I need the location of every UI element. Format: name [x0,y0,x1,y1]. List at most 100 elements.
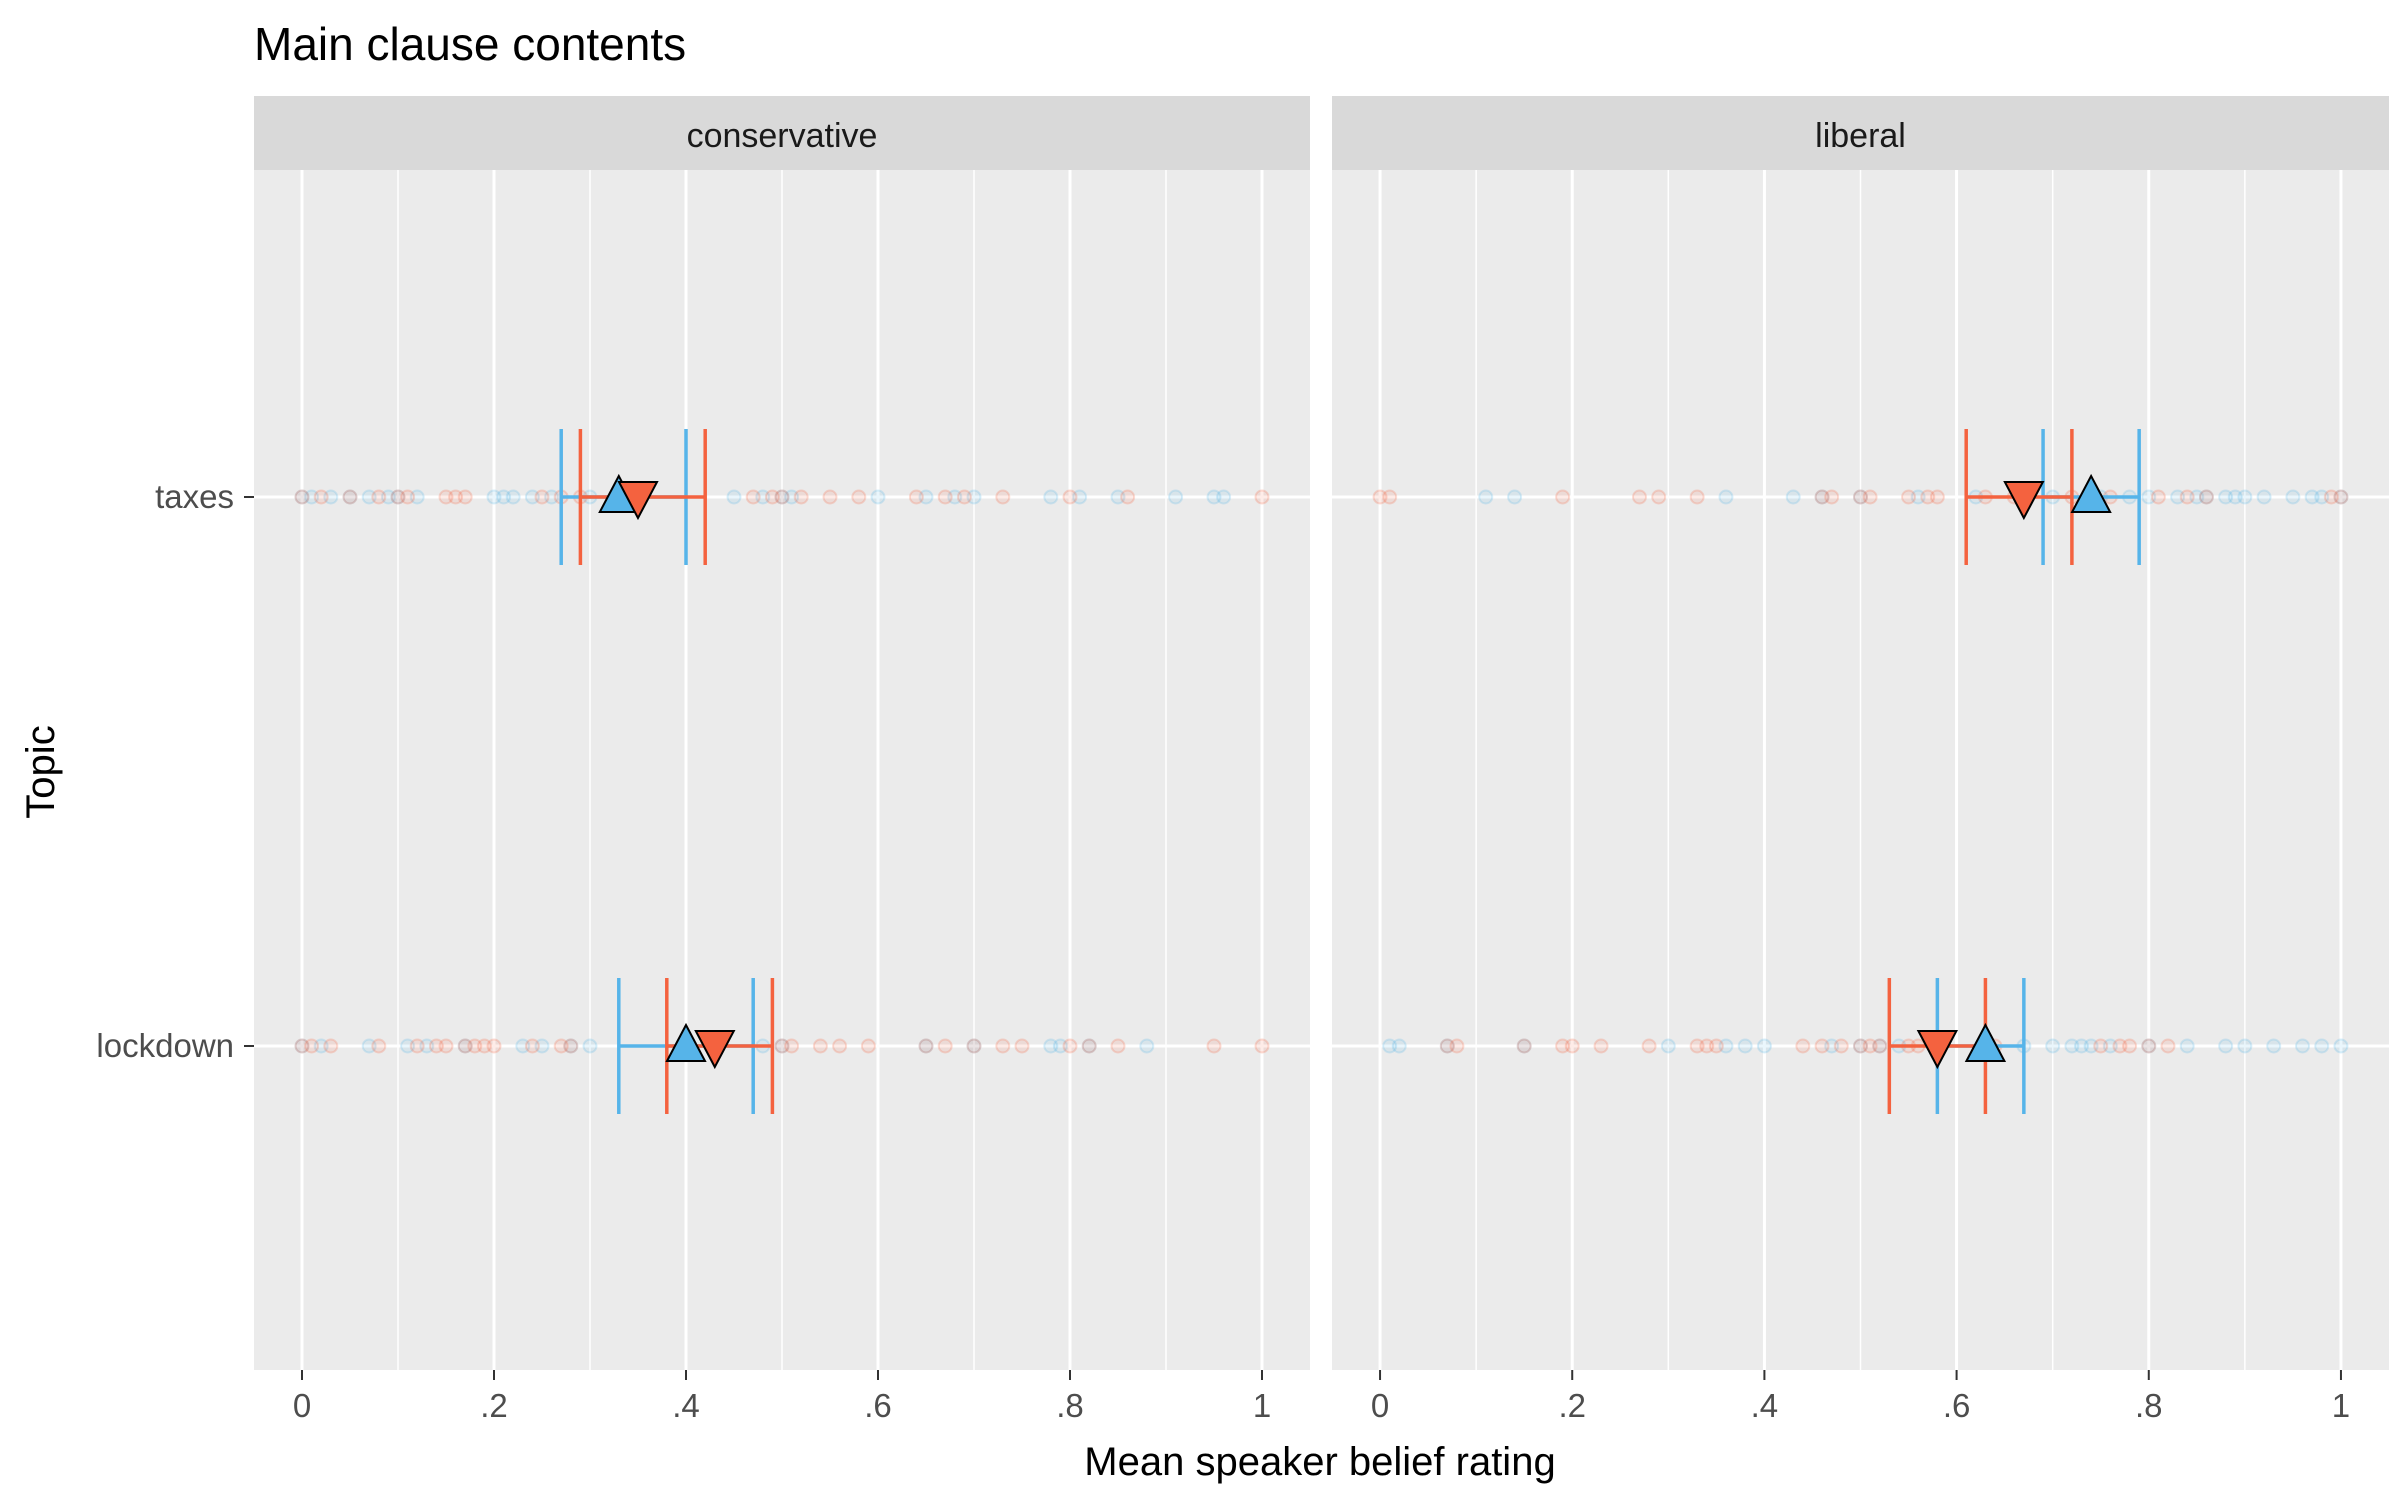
data-point [524,1038,540,1054]
data-point [1382,1038,1398,1054]
data-point [457,489,473,505]
data-point [505,489,521,505]
data-point [476,1038,492,1054]
data-point [1052,1038,1068,1054]
data-point [467,1038,483,1054]
facet-strip-label: liberal [1815,117,1906,155]
data-point [419,1038,435,1054]
data-point [457,1038,473,1054]
data-point [294,489,310,505]
facet-strip-label: conservative [687,117,878,155]
data-point [2237,489,2253,505]
data-point [1718,489,1734,505]
x-axis-title: Mean speaker belief rating [1084,1440,1555,1484]
data-point [2323,489,2339,505]
data-point [1372,489,1388,505]
data-point [784,1038,800,1054]
data-point [1564,1038,1580,1054]
data-point [294,1038,310,1054]
data-point [784,489,800,505]
data-point [1062,1038,1078,1054]
data-point [1824,489,1840,505]
data-point [2314,1038,2330,1054]
data-point [515,1038,531,1054]
data-point [380,489,396,505]
data-point [764,489,780,505]
data-point [2189,489,2205,505]
data-point [793,489,809,505]
data-point [371,1038,387,1054]
data-point [323,1038,339,1054]
data-point [438,1038,454,1054]
data-point [2304,489,2320,505]
data-point [1516,1038,1532,1054]
data-point [1853,1038,1868,1054]
data-point [1216,489,1232,505]
data-point [937,489,953,505]
data-point [1920,489,1936,505]
data-point [774,1038,790,1054]
data-point [1641,1038,1657,1054]
data-point [582,1038,598,1054]
data-point [2141,1038,2157,1054]
data-point [534,1038,550,1054]
data-point [2237,1038,2253,1054]
data-point [2333,489,2349,505]
data-point [323,489,339,505]
data-point [1110,1038,1126,1054]
data-point [956,489,972,505]
x-tick-label: 1 [2332,1387,2350,1424]
data-point [1516,1038,1532,1054]
data-point [1910,489,1926,505]
data-point [524,489,540,505]
y-axis-title: Topic [19,725,63,818]
data-point [1120,489,1136,505]
data-point [1853,489,1868,505]
y-tick-label: taxes [155,478,234,515]
data-point [294,489,310,505]
data-point [2285,489,2301,505]
data-point [2083,1038,2099,1054]
data-point [1631,489,1647,505]
data-point [1862,1038,1878,1054]
data-point [2150,489,2166,505]
data-point [2141,1038,2157,1054]
data-point [1853,489,1868,505]
data-point [1699,1038,1715,1054]
data-point [1254,1038,1270,1054]
data-point [428,1038,444,1054]
data-point [918,1038,934,1054]
data-point [486,489,502,505]
data-point [563,1038,579,1054]
data-point [2179,489,2195,505]
data-point [390,489,406,505]
data-point [2141,489,2157,505]
data-point [1853,1038,1868,1054]
x-tick-label: 0 [293,1387,311,1424]
data-point [1718,1038,1734,1054]
data-point [1785,489,1801,505]
data-point [304,489,320,505]
mean-marker [1916,1030,1959,1070]
data-point [1660,1038,1676,1054]
mean-marker [1964,1022,2007,1062]
data-point [1814,489,1830,505]
x-tick-label: .4 [672,1387,700,1424]
facet-strip [1332,96,2389,170]
data-point [1507,489,1523,505]
data-point [870,489,886,505]
data-point [1872,1038,1888,1054]
data-point [1382,489,1398,505]
data-point [390,489,406,505]
mean-marker [617,481,659,521]
data-point [457,1038,473,1054]
data-point [2045,1038,2061,1054]
data-point [2266,1038,2282,1054]
chart-title: Main clause contents [254,18,686,70]
data-point [774,489,790,505]
data-point [908,489,924,505]
data-point [313,1038,329,1054]
x-tick-label: .8 [1056,1387,1084,1424]
mean-marker [2003,481,2045,521]
